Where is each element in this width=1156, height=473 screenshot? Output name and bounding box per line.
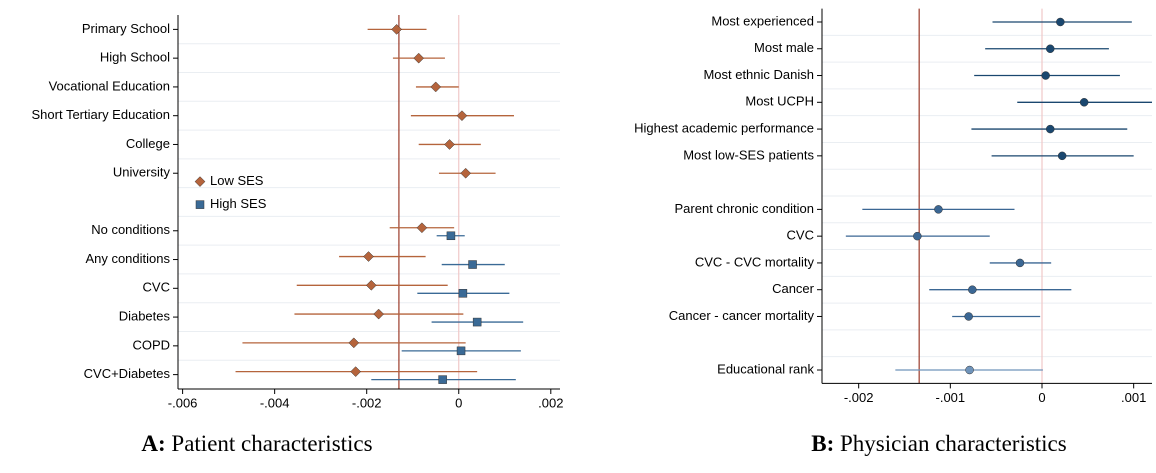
point <box>468 260 477 269</box>
point <box>964 312 973 321</box>
x-tick-label: -.004 <box>260 395 290 410</box>
y-tick-label: Short Tertiary Education <box>32 107 171 122</box>
point <box>458 289 468 298</box>
point <box>1046 124 1055 134</box>
y-tick-label: Cancer <box>772 281 815 296</box>
point <box>965 365 974 375</box>
y-tick-label: Highest academic performance <box>634 121 814 136</box>
legend-label: High SES <box>210 196 267 211</box>
point <box>365 279 377 291</box>
point <box>348 337 360 349</box>
point <box>1046 44 1055 54</box>
x-tick-label: -.002 <box>844 390 874 405</box>
point <box>1056 17 1065 27</box>
point <box>363 251 374 262</box>
y-tick-label: No conditions <box>91 222 170 237</box>
point <box>1041 71 1050 80</box>
point <box>456 346 466 356</box>
y-tick-label: College <box>126 136 170 151</box>
x-tick-label: -.002 <box>352 395 382 410</box>
caption-label: B: <box>811 431 834 456</box>
point <box>913 231 922 241</box>
y-tick-label: Any conditions <box>85 251 170 266</box>
y-tick-label: Primary School <box>82 21 170 36</box>
y-tick-label: Cancer - cancer mortality <box>669 308 815 323</box>
panel-caption: B: Physician characteristics <box>811 431 1067 456</box>
legend-marker <box>195 200 205 209</box>
y-tick-label: Most male <box>754 40 814 55</box>
x-tick-label: .001 <box>1121 390 1146 405</box>
y-tick-label: Most ethnic Danish <box>703 67 814 82</box>
caption-text: Physician characteristics <box>840 431 1067 456</box>
y-tick-label: CVC+Diabetes <box>84 366 171 381</box>
caption-text: Patient characteristics <box>171 431 372 456</box>
x-tick-label: .002 <box>538 395 563 410</box>
y-tick-label: CVC <box>143 280 170 295</box>
point <box>413 52 425 64</box>
point <box>968 285 977 294</box>
y-tick-label: CVC - CVC mortality <box>695 254 815 269</box>
y-tick-label: Most low-SES patients <box>683 147 814 162</box>
x-tick-label: -.006 <box>168 395 198 410</box>
legend-label: Low SES <box>210 173 264 188</box>
y-tick-label: CVC <box>787 228 814 243</box>
y-tick-label: Diabetes <box>119 309 171 324</box>
point <box>934 205 943 214</box>
point <box>1079 98 1089 107</box>
point <box>1057 151 1067 161</box>
y-tick-label: Educational rank <box>717 361 814 376</box>
point <box>460 167 472 179</box>
panel-caption: A: Patient characteristics <box>141 431 372 456</box>
y-tick-label: COPD <box>132 337 170 352</box>
point <box>350 366 362 377</box>
y-tick-label: High School <box>100 50 170 65</box>
legend-marker <box>194 176 206 187</box>
y-tick-label: University <box>113 165 171 180</box>
y-tick-label: Vocational Education <box>49 78 170 93</box>
y-tick-label: Parent chronic condition <box>675 201 814 216</box>
point <box>438 375 447 384</box>
point <box>446 231 456 241</box>
point <box>373 308 385 320</box>
point <box>472 317 482 327</box>
x-tick-label: 0 <box>455 395 462 410</box>
point <box>456 110 468 122</box>
caption-label: A: <box>141 431 165 456</box>
x-tick-label: -.001 <box>936 390 966 405</box>
y-tick-label: Most UCPH <box>745 94 814 109</box>
point <box>430 81 442 93</box>
y-tick-label: Most experienced <box>711 13 814 28</box>
point <box>391 24 402 35</box>
x-tick-label: 0 <box>1038 390 1045 405</box>
point <box>1015 258 1025 268</box>
point <box>444 139 455 150</box>
point <box>416 222 428 234</box>
